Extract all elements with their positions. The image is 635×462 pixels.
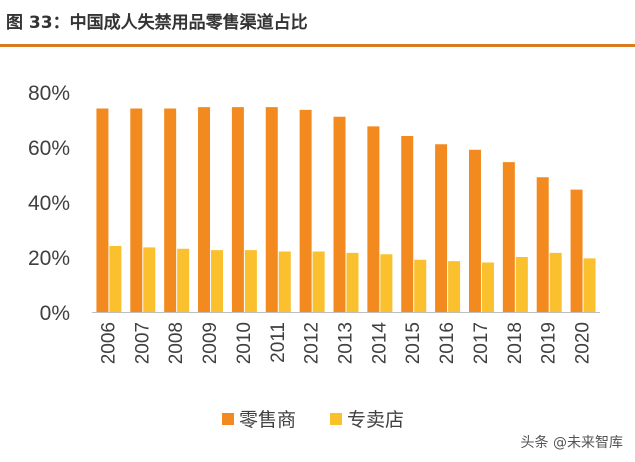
bar xyxy=(177,248,190,312)
bar xyxy=(380,254,393,312)
x-tick-label: 2011 xyxy=(268,322,289,363)
y-tick-label: 0% xyxy=(40,302,70,325)
legend-swatch xyxy=(222,413,234,425)
y-tick-label: 40% xyxy=(28,192,70,215)
bar xyxy=(515,257,528,312)
bar xyxy=(448,261,461,312)
x-tick-label: 2020 xyxy=(573,322,594,364)
legend-label: 专卖店 xyxy=(347,409,404,431)
x-tick-label: 2009 xyxy=(200,322,221,364)
bar xyxy=(143,247,156,312)
bar xyxy=(244,250,257,312)
watermark-text: 头条 @未来智库 xyxy=(520,435,623,451)
bar xyxy=(570,189,583,312)
x-tick-label: 2017 xyxy=(471,322,492,364)
x-tick-label: 2018 xyxy=(505,322,526,364)
bar xyxy=(278,251,291,312)
bar xyxy=(312,251,325,312)
x-tick-label: 2007 xyxy=(132,322,153,364)
bar xyxy=(130,108,143,312)
y-tick-label: 20% xyxy=(28,247,70,270)
bar xyxy=(164,108,177,312)
bar xyxy=(549,252,562,312)
bar xyxy=(502,162,515,312)
x-tick-label: 2014 xyxy=(369,322,390,365)
bar xyxy=(109,246,122,312)
legend-swatch xyxy=(330,413,342,425)
bar xyxy=(96,108,109,312)
y-tick-label: 80% xyxy=(28,82,70,105)
bar xyxy=(265,107,278,312)
bar xyxy=(346,252,359,312)
x-tick-label: 2015 xyxy=(403,322,424,364)
bar xyxy=(401,136,414,312)
bar xyxy=(468,149,481,312)
x-tick-label: 2010 xyxy=(234,322,255,364)
bar xyxy=(481,262,494,312)
figure-title: 图 33：中国成人失禁用品零售渠道占比 xyxy=(6,13,308,33)
bar xyxy=(583,258,596,312)
bar xyxy=(536,177,549,312)
x-tick-label: 2013 xyxy=(336,322,357,364)
y-tick-label: 60% xyxy=(28,137,70,160)
x-tick-label: 2006 xyxy=(98,322,119,364)
bar xyxy=(414,259,427,312)
x-tick-label: 2012 xyxy=(302,322,323,364)
bar xyxy=(333,116,346,312)
title-rule xyxy=(0,44,635,47)
bar xyxy=(367,126,380,312)
bar xyxy=(299,109,312,312)
x-tick-label: 2008 xyxy=(166,322,187,364)
x-tick-label: 2016 xyxy=(437,322,458,364)
bar xyxy=(435,144,448,312)
bar xyxy=(211,250,224,312)
x-tick-label: 2019 xyxy=(539,322,560,364)
bar xyxy=(198,107,211,312)
legend-label: 零售商 xyxy=(239,409,296,431)
bar xyxy=(231,107,244,312)
